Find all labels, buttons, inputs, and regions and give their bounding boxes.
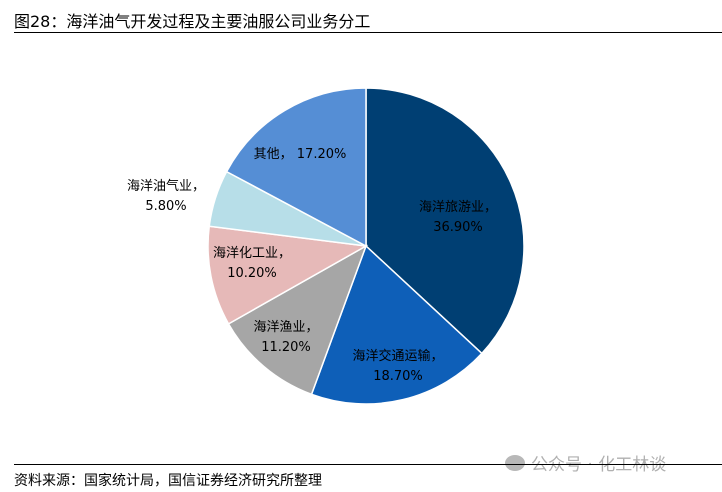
slice-data-label: 海洋油气业， 5.80% <box>127 178 205 214</box>
pie-slice-6 <box>225 87 367 248</box>
slice-data-label: 海洋旅游业， 36.90% <box>419 200 497 235</box>
pie-slice-1 <box>365 87 525 355</box>
slice-data-label: 海洋交通运输， 18.70% <box>352 348 443 384</box>
source-divider <box>14 464 722 465</box>
title-divider <box>14 32 722 33</box>
pie-slice-4 <box>207 225 369 325</box>
pie-slice-3 <box>227 244 368 396</box>
pie-slice-2 <box>310 244 483 405</box>
slice-data-label: 海洋渔业， 11.20% <box>253 320 318 355</box>
slice-data-label: 其他， 17.20% <box>254 147 347 162</box>
watermark-text: 公众号 · 化工林谈 <box>531 455 667 475</box>
watermark: 公众号 · 化工林谈 <box>505 450 666 475</box>
wechat-icon <box>505 454 525 471</box>
figure-title: 图28：海洋油气开发过程及主要油服公司业务分工 <box>14 12 371 31</box>
slice-data-label: 海洋化工业， 10.20% <box>213 246 291 281</box>
source-note: 资料来源：国家统计局，国信证券经济研究所整理 <box>14 473 322 489</box>
